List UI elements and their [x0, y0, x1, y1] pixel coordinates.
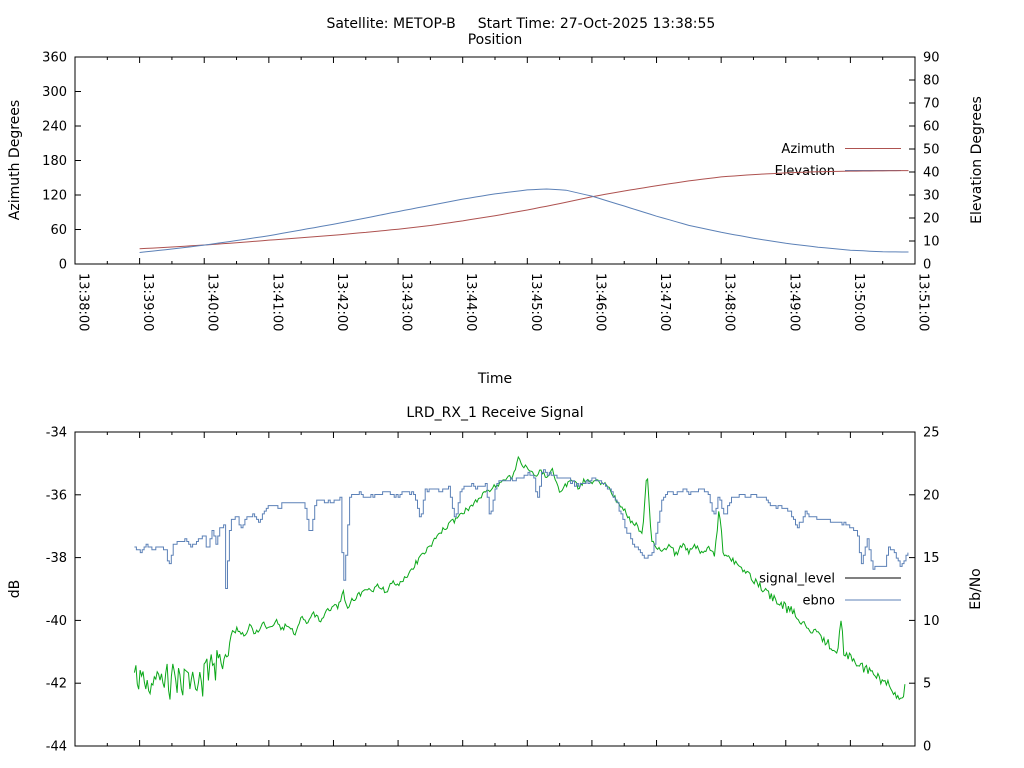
series-Elevation: [139, 188, 909, 253]
svg-text:20: 20: [923, 488, 940, 503]
svg-text:13:46:00: 13:46:00: [592, 273, 607, 331]
svg-text:240: 240: [42, 120, 67, 135]
series-signal_level: [133, 455, 906, 701]
svg-text:20: 20: [923, 212, 940, 227]
svg-text:60: 60: [50, 223, 67, 238]
svg-text:signal_level: signal_level: [759, 572, 835, 587]
elevation-axis-label: Elevation Degrees: [969, 96, 985, 224]
svg-text:0: 0: [59, 258, 67, 273]
svg-text:25: 25: [923, 426, 940, 441]
svg-text:13:41:00: 13:41:00: [269, 273, 284, 331]
svg-text:10: 10: [923, 614, 940, 629]
svg-text:50: 50: [923, 143, 940, 158]
svg-text:13:43:00: 13:43:00: [399, 273, 414, 331]
svg-text:13:42:00: 13:42:00: [334, 273, 349, 331]
svg-text:60: 60: [923, 120, 940, 135]
svg-text:13:48:00: 13:48:00: [722, 273, 737, 331]
svg-text:13:47:00: 13:47:00: [657, 273, 672, 331]
svg-text:13:45:00: 13:45:00: [528, 273, 543, 331]
svg-text:Elevation: Elevation: [775, 164, 835, 179]
svg-text:13:44:00: 13:44:00: [463, 273, 478, 331]
svg-text:Azimuth: Azimuth: [781, 142, 835, 157]
db-axis-label: dB: [7, 579, 23, 599]
satellite-label: Satellite: METOP-B: [326, 16, 456, 32]
svg-text:-40: -40: [46, 614, 67, 629]
start-time-label: Start Time: 27-Oct-2025 13:38:55: [477, 16, 716, 32]
ebno-axis-label: Eb/No: [968, 568, 984, 610]
svg-text:-38: -38: [46, 551, 67, 566]
svg-text:0: 0: [923, 258, 931, 273]
main-title: Satellite: METOP-B Start Time: 27-Oct-20…: [0, 0, 1024, 48]
svg-text:360: 360: [42, 51, 67, 66]
svg-text:70: 70: [923, 97, 940, 112]
svg-text:13:51:00: 13:51:00: [916, 273, 931, 331]
svg-text:ebno: ebno: [803, 594, 835, 609]
receive-signal-chart-title: LRD_RX_1 Receive Signal: [406, 405, 584, 421]
svg-text:180: 180: [42, 154, 67, 169]
svg-text:30: 30: [923, 189, 940, 204]
svg-text:13:50:00: 13:50:00: [851, 273, 866, 331]
svg-text:-36: -36: [46, 488, 67, 503]
svg-text:13:39:00: 13:39:00: [140, 273, 155, 331]
svg-text:-34: -34: [46, 426, 67, 441]
svg-text:-42: -42: [46, 677, 67, 692]
azimuth-axis-label: Azimuth Degrees: [7, 99, 23, 221]
svg-text:40: 40: [923, 166, 940, 181]
series-ebno: [134, 469, 909, 589]
svg-text:90: 90: [923, 51, 940, 66]
svg-text:10: 10: [923, 235, 940, 250]
svg-text:120: 120: [42, 189, 67, 204]
svg-text:5: 5: [923, 677, 931, 692]
position-chart-title: Position: [467, 32, 523, 48]
svg-text:300: 300: [42, 85, 67, 100]
time-axis-label: Time: [477, 371, 513, 387]
svg-text:13:49:00: 13:49:00: [786, 273, 801, 331]
receive-signal-plot: -44 -42 -40 -38 -36 -34 0 5 10 15 20 25 signal_level…: [46, 426, 940, 755]
svg-text:80: 80: [923, 74, 940, 89]
svg-text:0: 0: [923, 740, 931, 755]
svg-text:-44: -44: [46, 740, 67, 755]
svg-text:15: 15: [923, 551, 940, 566]
svg-text:13:40:00: 13:40:00: [205, 273, 220, 331]
position-plot: 13:38:00 13:39:00 13:40:00 13:41:00 13:42:00…: [42, 51, 939, 332]
svg-text:13:38:00: 13:38:00: [76, 273, 91, 331]
series-Azimuth: [139, 170, 909, 250]
title-gap: [456, 16, 478, 32]
